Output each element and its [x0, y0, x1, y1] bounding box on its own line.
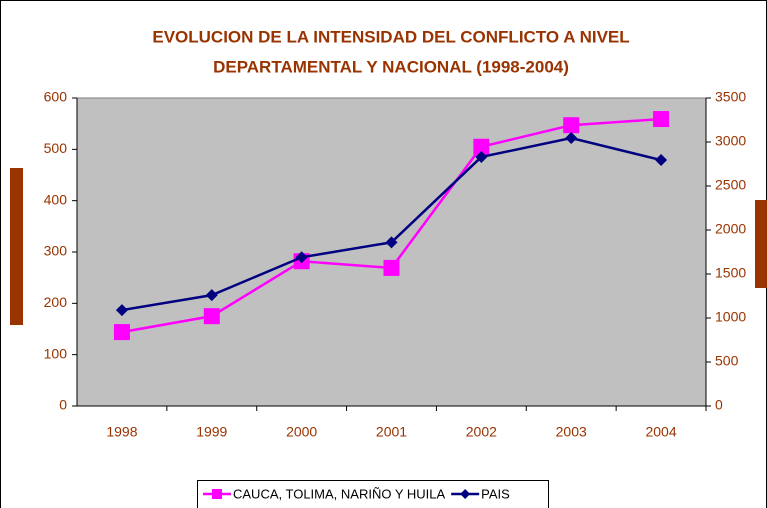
y-tick-label: 0	[59, 397, 67, 413]
marker	[563, 117, 580, 134]
marker	[295, 251, 308, 264]
marker	[460, 489, 471, 499]
y-tick-label: 600	[44, 89, 68, 105]
chart-title: DEPARTAMENTAL Y NACIONAL (1998-2004)	[213, 57, 569, 76]
marker	[653, 111, 670, 128]
legend-label: CAUCA, TOLIMA, NARIÑO Y HUILA	[233, 486, 445, 501]
plot-area	[76, 97, 707, 407]
y2-tick-label: 2500	[715, 177, 746, 193]
x-tick-label: 2001	[376, 424, 407, 440]
x-tick-label: 2000	[286, 424, 317, 440]
x-tick-label: 1999	[196, 424, 227, 440]
y2-tick-label: 1000	[715, 309, 746, 325]
marker	[655, 154, 668, 167]
axis-title-left	[10, 168, 23, 325]
marker	[383, 259, 400, 276]
legend-box	[197, 480, 549, 508]
y-tick-label: 300	[44, 243, 68, 259]
marker	[115, 304, 128, 317]
y2-tick-label: 1500	[715, 265, 746, 281]
y2-tick-label: 500	[715, 353, 739, 369]
x-tick-label: 1998	[106, 424, 137, 440]
marker	[113, 324, 130, 341]
axis-title-right	[755, 200, 767, 288]
chart-title: EVOLUCION DE LA INTENSIDAD DEL CONFLICTO…	[152, 27, 629, 46]
marker	[205, 289, 218, 302]
y2-tick-label: 2000	[715, 221, 746, 237]
marker	[475, 150, 488, 163]
x-tick-label: 2004	[645, 424, 676, 440]
marker	[385, 236, 398, 249]
y2-tick-label: 3500	[715, 89, 746, 105]
legend-label: PAIS	[481, 486, 510, 501]
marker	[473, 138, 490, 155]
y-tick-label: 400	[44, 191, 68, 207]
marker	[565, 132, 578, 145]
marker	[212, 489, 222, 499]
marker	[203, 308, 220, 325]
y-tick-label: 200	[44, 294, 68, 310]
y-tick-label: 100	[44, 345, 68, 361]
y2-tick-label: 0	[715, 397, 723, 413]
x-tick-label: 2003	[556, 424, 587, 440]
y2-tick-label: 3000	[715, 133, 746, 149]
y-tick-label: 500	[44, 140, 68, 156]
x-tick-label: 2002	[466, 424, 497, 440]
